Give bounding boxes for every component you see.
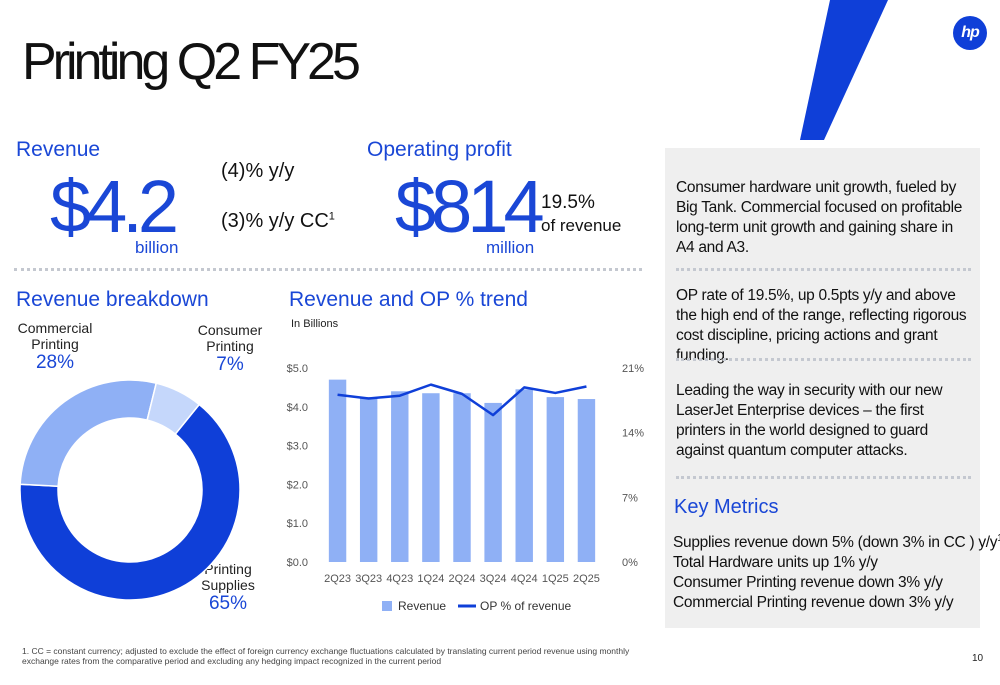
hp-logo: hp: [953, 16, 987, 50]
footnote-marker: 1: [997, 533, 1000, 544]
y-right-tick-label: 7%: [622, 492, 638, 504]
panel-divider: [676, 268, 971, 271]
y-right-tick-label: 21%: [622, 363, 644, 375]
slice-label-line1: Printing: [204, 561, 252, 577]
donut-slice: [19, 403, 241, 601]
slice-label-supplies: Printing Supplies 65%: [184, 561, 272, 615]
revenue-bar: [484, 402, 502, 562]
y-left-tick-label: $3.0: [287, 441, 308, 453]
revenue-bar: [359, 397, 378, 562]
x-tick-label: 4Q23: [386, 573, 413, 585]
slice-pct: 65%: [208, 593, 248, 614]
slice-label-line1: Commercial: [17, 320, 93, 336]
x-tick-label: 2Q23: [324, 573, 351, 585]
revenue-yy-cc: (3)% y/y CC1: [221, 210, 335, 232]
y-left-tick-label: $4.0: [287, 402, 308, 414]
commentary-paragraph: Leading the way in security with our new…: [676, 382, 943, 459]
trend-heading: Revenue and OP % trend: [289, 288, 528, 311]
breakdown-heading: Revenue breakdown: [16, 288, 209, 311]
x-tick-label: 2Q25: [573, 573, 600, 585]
y-right-tick-label: 14%: [622, 428, 644, 440]
revenue-unit: billion: [135, 238, 179, 257]
slice-label-consumer: Consumer Printing 7%: [186, 322, 274, 376]
key-metrics-list: Supplies revenue down 5% (down 3% in CC …: [673, 529, 1000, 613]
legend-swatch-revenue: [382, 601, 392, 611]
op-margin-pct: 19.5%: [541, 192, 595, 213]
op-profit-heading: Operating profit: [367, 138, 512, 161]
slice-label-line1: Consumer: [197, 322, 263, 338]
key-metric-item: Consumer Printing revenue down 3% y/y: [673, 574, 943, 592]
revenue-yy: (4)% y/y: [221, 160, 295, 182]
commentary-paragraph: Consumer hardware unit growth, fueled by…: [676, 179, 963, 256]
y-left-tick-label: $2.0: [287, 479, 308, 491]
revenue-op-chart: $0.0 $1.0 $2.0 $3.0 $4.0 $5.0 0% 7% 14% 21% 2Q23 3Q…: [287, 363, 645, 613]
revenue-bar: [577, 399, 596, 562]
commentary-panel: [665, 148, 980, 628]
legend-label-op: OP % of revenue: [480, 599, 571, 613]
key-metric-item: Supplies revenue down 5% (down 3% in CC …: [673, 529, 1000, 553]
revenue-bar: [546, 397, 565, 562]
donut-slice: [146, 382, 201, 436]
x-tick-label: 3Q24: [480, 573, 507, 585]
y-left-tick-label: $0.0: [287, 557, 308, 569]
slice-label-commercial: Commercial Printing 28%: [10, 320, 100, 374]
key-metrics-heading: Key Metrics: [674, 496, 779, 518]
legend-label-revenue: Revenue: [398, 599, 446, 613]
x-tick-label: 4Q24: [511, 573, 538, 585]
slice-label-line2: Supplies: [201, 577, 255, 593]
key-metric-item: Commercial Printing revenue down 3% y/y: [673, 594, 954, 612]
slice-pct: 28%: [35, 352, 75, 373]
slice-pct: 7%: [216, 354, 244, 375]
op-margin-label: of revenue: [541, 216, 622, 235]
y-right-tick-label: 0%: [622, 557, 638, 569]
x-tick-label: 1Q25: [542, 573, 569, 585]
revenue-value: $4.2: [50, 165, 179, 248]
op-pct-line: [337, 383, 587, 417]
panel-divider: [676, 358, 971, 361]
x-tick-label: 1Q24: [417, 573, 444, 585]
donut-slice: [19, 379, 158, 488]
op-profit-unit: million: [486, 238, 535, 257]
page-number: 10: [972, 653, 984, 664]
revenue-bar: [328, 379, 347, 562]
revenue-heading: Revenue: [16, 138, 101, 161]
commentary-paragraph: OP rate of 19.5%, up 0.5pts y/y and abov…: [676, 287, 967, 364]
revenue-bar: [453, 393, 471, 562]
page-title: Printing Q2 FY25: [22, 33, 361, 91]
panel-divider: [676, 476, 971, 479]
y-left-tick-label: $1.0: [287, 518, 308, 530]
slice-label-line2: Printing: [206, 338, 254, 354]
revenue-bar: [515, 389, 533, 562]
revenue-bar: [391, 391, 409, 562]
key-metric-item: Total Hardware units up 1% y/y: [673, 554, 878, 572]
footnote: 1. CC = constant currency; adjusted to e…: [22, 646, 630, 666]
op-profit-value: $814: [395, 165, 545, 248]
footnote-marker: 1: [328, 210, 335, 223]
trend-subheading: In Billions: [291, 318, 339, 330]
revenue-donut-chart: [19, 379, 241, 601]
x-tick-label: 3Q23: [355, 573, 382, 585]
section-divider: [14, 268, 642, 271]
x-tick-label: 2Q24: [449, 573, 476, 585]
slice-label-line2: Printing: [31, 336, 79, 352]
revenue-bar: [422, 393, 440, 562]
y-left-tick-label: $5.0: [287, 363, 308, 375]
